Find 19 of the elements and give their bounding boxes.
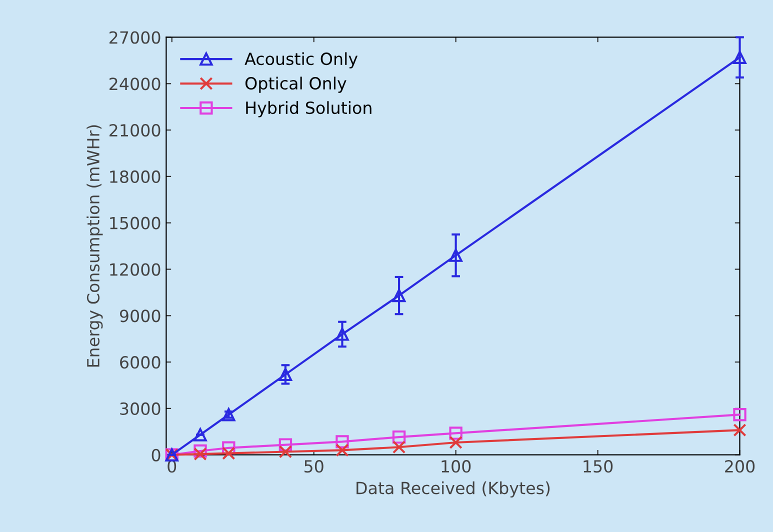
legend-label: Acoustic Only: [244, 52, 358, 68]
y-tick-label: 0: [152, 448, 160, 462]
legend-label: Hybrid Solution: [246, 101, 372, 118]
legend-label: Optical Only: [245, 76, 346, 93]
x-tick-label: 150: [584, 460, 613, 473]
x-tick-label: 50: [304, 460, 324, 473]
y-tick-label: 27000: [110, 31, 160, 44]
y-tick-label: 21000: [110, 124, 160, 137]
y-tick-label: 15000: [110, 216, 160, 230]
y-tick-label: 3000: [120, 402, 160, 416]
y-tick-label: 9000: [120, 310, 160, 322]
y-tick-label: 18000: [110, 170, 160, 184]
y-tick-label: 24000: [110, 78, 160, 90]
y-axis-title: Energy Consumption (mWHr): [86, 125, 103, 367]
x-axis-title: Data Received (Kbytes): [356, 481, 550, 498]
y-tick-label: 6000: [120, 356, 160, 369]
y-tick-label: 12000: [110, 263, 160, 276]
x-tick-label: 100: [442, 460, 471, 473]
x-tick-label: 200: [725, 460, 755, 473]
